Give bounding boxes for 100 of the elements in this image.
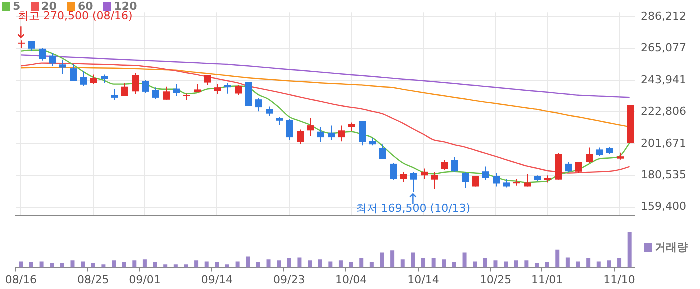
bar — [380, 252, 384, 268]
legend-label: 5 — [13, 0, 21, 13]
bar — [514, 260, 518, 268]
bar — [266, 260, 271, 268]
candlestick — [565, 162, 572, 173]
bar — [524, 260, 529, 268]
bar — [19, 262, 24, 268]
bar — [411, 252, 416, 268]
candlestick — [286, 118, 293, 141]
y-tick-label: 243,941 — [641, 73, 686, 86]
candlestick — [338, 125, 345, 142]
candlestick — [121, 82, 128, 97]
candlestick — [493, 172, 500, 188]
legend-label: 거래량 — [655, 240, 688, 255]
candlestick — [297, 129, 304, 144]
line-series — [20, 54, 630, 98]
bar — [432, 258, 436, 268]
candlestick — [39, 48, 46, 62]
bar — [132, 260, 137, 268]
x-tick-label: 09/01 — [129, 273, 161, 286]
bar — [318, 260, 322, 268]
bar — [370, 262, 374, 268]
candlestick — [421, 168, 428, 180]
candlestick — [328, 125, 335, 141]
bar — [215, 262, 220, 268]
bar — [308, 260, 312, 268]
candlestick — [482, 166, 489, 181]
bar — [534, 264, 539, 268]
bar — [91, 264, 96, 268]
candlestick — [462, 172, 469, 189]
bar — [494, 260, 498, 268]
bar — [246, 256, 250, 268]
candlestick — [132, 73, 139, 95]
x-tick-label: 09/14 — [201, 273, 234, 286]
bar — [462, 252, 467, 268]
bar — [473, 262, 478, 268]
y-tick-label: 286,212 — [641, 10, 686, 23]
x-tick-label: 08/16 — [5, 273, 38, 286]
x-tick-label: 10/14 — [408, 273, 440, 286]
candlestick — [214, 84, 221, 95]
bar — [566, 258, 570, 268]
bar — [287, 258, 292, 268]
candlestick — [441, 160, 448, 170]
bar — [545, 262, 550, 268]
candlestick — [235, 84, 242, 96]
bar — [112, 260, 116, 268]
bar — [164, 264, 168, 268]
annotation: 최저 169,500 (10/13) — [356, 202, 471, 216]
candlestick — [451, 156, 458, 173]
candlestick — [163, 86, 170, 100]
candlestick — [400, 172, 407, 183]
bar — [174, 264, 178, 268]
bar — [338, 260, 343, 268]
candlestick — [152, 87, 159, 100]
bar — [400, 260, 405, 268]
bar — [390, 250, 395, 268]
y-tick-label: 180,535 — [641, 168, 686, 182]
bar — [142, 260, 147, 268]
bar — [225, 264, 230, 268]
bar — [298, 258, 302, 268]
y-tick-label: 201,671 — [641, 136, 686, 150]
bar — [504, 262, 508, 268]
bar — [50, 264, 54, 268]
bar — [618, 258, 622, 268]
x-tick-label: 11/10 — [604, 273, 636, 286]
candlestick — [586, 147, 593, 164]
x-tick-label: 10/25 — [480, 273, 512, 286]
candlestick — [90, 74, 97, 85]
candlestick — [266, 106, 273, 118]
bar — [194, 260, 199, 268]
bar — [102, 264, 106, 268]
candlestick — [317, 127, 324, 143]
bar — [452, 262, 456, 268]
bar — [422, 258, 426, 268]
candlestick — [431, 172, 438, 190]
x-tick-label: 08/25 — [78, 273, 110, 286]
bar — [360, 258, 364, 268]
candlestick — [379, 144, 386, 160]
candlestick — [224, 82, 231, 94]
bar — [556, 250, 560, 268]
candlestick — [49, 53, 56, 67]
candlestick — [111, 88, 118, 101]
bar — [70, 260, 75, 268]
bar — [607, 260, 612, 268]
bar — [256, 262, 260, 268]
y-tick-label: 159,400 — [641, 200, 686, 214]
candlestick — [359, 120, 366, 146]
x-tick-label: 10/04 — [335, 273, 368, 286]
bar — [442, 260, 446, 268]
bar — [277, 260, 282, 268]
candlestick — [524, 174, 531, 188]
bar — [586, 258, 591, 268]
bar — [153, 262, 158, 268]
candlestick — [255, 98, 262, 112]
candlestick — [307, 118, 314, 137]
bar — [122, 262, 126, 268]
bar — [60, 264, 64, 268]
bar — [184, 264, 188, 268]
bar — [236, 262, 240, 268]
candlestick — [142, 80, 149, 94]
